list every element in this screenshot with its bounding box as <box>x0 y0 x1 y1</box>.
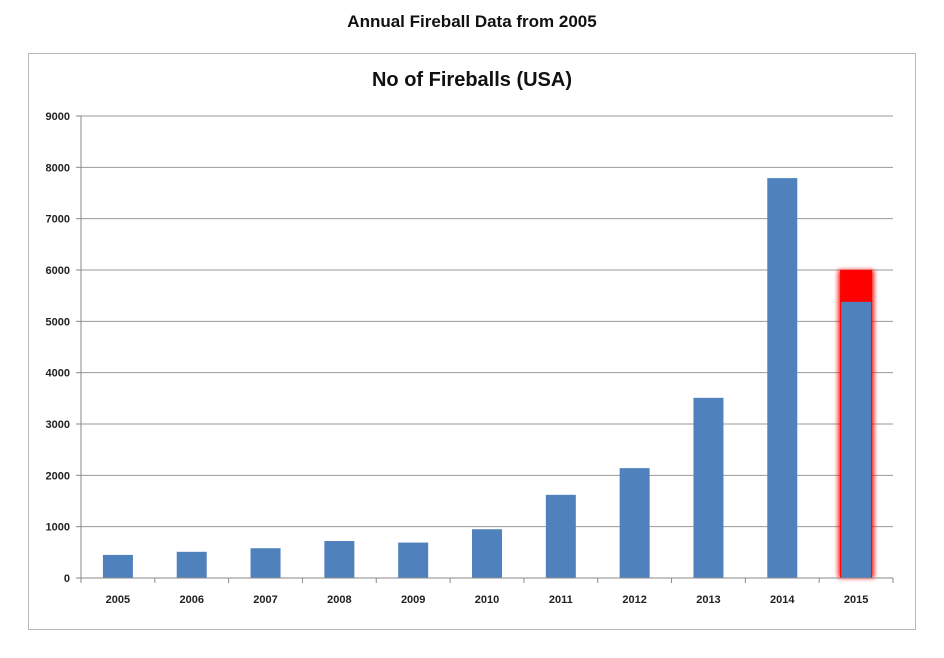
x-tick-label: 2015 <box>844 594 868 606</box>
y-tick-label: 7000 <box>46 214 70 226</box>
y-tick-label: 1000 <box>46 522 70 534</box>
bar-2014 <box>767 178 798 578</box>
y-tick-label: 4000 <box>46 368 70 380</box>
x-tick-label: 2009 <box>401 594 425 606</box>
x-tick-label: 2014 <box>770 594 795 606</box>
gridlines <box>81 115 893 528</box>
y-tick-label: 8000 <box>46 162 70 174</box>
bar-2008 <box>324 541 355 578</box>
page-title: Annual Fireball Data from 2005 <box>347 12 597 31</box>
bar-2013 <box>693 397 724 578</box>
y-tick-labels: 0 1000 2000 3000 4000 5000 6000 7000 8000 9000 <box>46 111 70 585</box>
x-tick-label: 2006 <box>179 594 203 606</box>
x-tick-label: 2005 <box>106 594 130 606</box>
x-tick-label: 2012 <box>622 594 646 606</box>
y-tick-label: 5000 <box>46 316 70 328</box>
x-tick-label: 2008 <box>327 594 351 606</box>
bar-2010 <box>472 529 502 578</box>
bars <box>102 178 872 578</box>
x-tick-label: 2007 <box>253 594 277 606</box>
x-tick-labels: 2005 2006 2007 2008 2009 2010 2011 2012 2013 2014… <box>106 594 869 606</box>
y-tick-label: 2000 <box>46 470 70 482</box>
y-tick-label: 3000 <box>46 419 70 431</box>
y-tick-label: 9000 <box>46 111 70 123</box>
y-tick-label: 6000 <box>46 265 70 277</box>
chart-title: No of Fireballs (USA) <box>372 69 572 91</box>
axes <box>76 115 894 583</box>
y-tick-label: 0 <box>64 573 70 585</box>
bar-2007 <box>250 548 281 578</box>
x-tick-label: 2013 <box>696 594 720 606</box>
x-tick-label: 2010 <box>475 594 499 606</box>
bar-2009 <box>398 542 429 578</box>
bar-2005 <box>102 554 133 578</box>
bar-2012 <box>619 468 650 578</box>
x-tick-label: 2011 <box>549 594 573 606</box>
bar-2015 <box>841 301 872 578</box>
bar-2011 <box>545 494 576 578</box>
bar-2006 <box>176 551 207 578</box>
